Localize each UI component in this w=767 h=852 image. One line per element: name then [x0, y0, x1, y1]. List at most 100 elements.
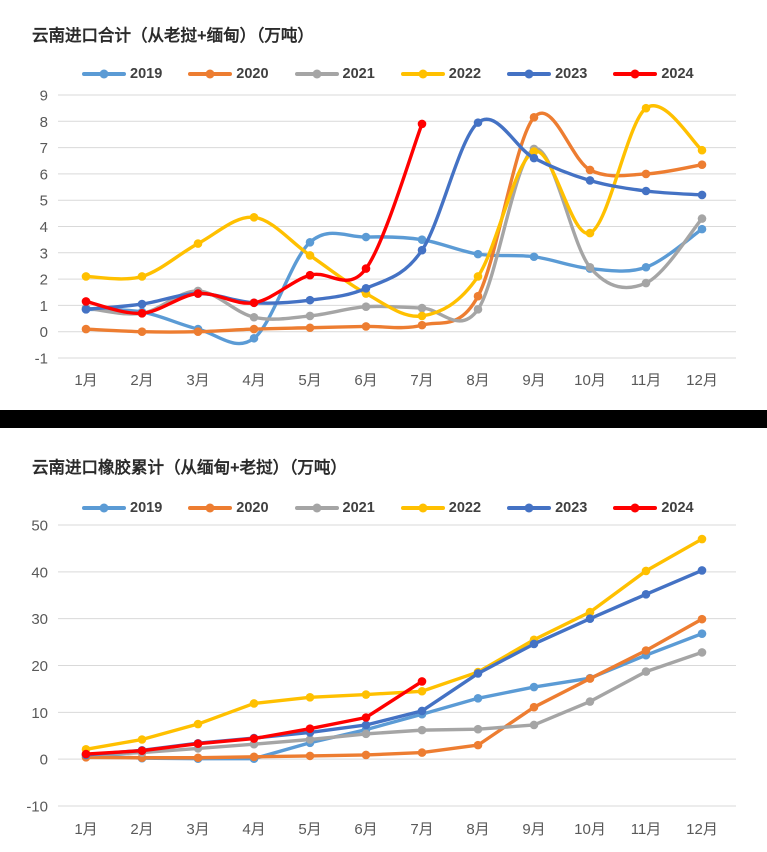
- legend-item-2024[interactable]: 2024: [613, 66, 694, 82]
- data-point-2020: [137, 327, 147, 336]
- svg-text:3: 3: [40, 245, 48, 262]
- data-point-2022: [585, 607, 595, 617]
- data-point-2019: [697, 224, 707, 234]
- data-point-2022: [417, 311, 427, 321]
- legend-swatch-2020: [188, 72, 233, 76]
- data-point-2024: [193, 739, 203, 749]
- data-point-2020: [417, 748, 427, 757]
- data-point-2023: [305, 295, 315, 305]
- data-point-2023: [529, 153, 539, 163]
- data-point-2022: [697, 145, 707, 155]
- legend-item-2023[interactable]: 2023: [507, 500, 587, 516]
- series-line-2022: [84, 537, 704, 752]
- panel-monthly-imports: 云南进口合计（从老挝+缅甸）（万吨） 2019 2020 2021 2022 2…: [0, 0, 767, 410]
- legend-item-2019[interactable]: 2019: [82, 500, 162, 516]
- x-axis-ticks: 1月 2月 3月 4月 5月 6月 7月 8月 9月 10月 11月 12月: [74, 821, 718, 838]
- svg-text:0: 0: [40, 324, 48, 341]
- data-point-2020: [361, 322, 371, 331]
- data-point-2021: [417, 725, 427, 735]
- data-point-2022: [641, 566, 651, 576]
- data-point-2024: [137, 308, 147, 318]
- series-group: [81, 103, 707, 346]
- svg-text:4月: 4月: [242, 372, 265, 389]
- svg-text:8月: 8月: [466, 821, 489, 838]
- data-point-2019: [529, 252, 539, 262]
- panel-cumulative-imports: 云南进口橡胶累计（从缅甸+老挝）（万吨） 2019 2020 2021 2022…: [0, 428, 767, 852]
- data-point-2020: [305, 751, 315, 761]
- data-point-2019: [473, 249, 483, 259]
- legend-item-2021[interactable]: 2021: [294, 66, 375, 82]
- data-point-2021: [417, 303, 427, 313]
- data-point-2024: [249, 298, 259, 308]
- data-point-2020: [417, 320, 427, 330]
- data-point-2021: [641, 667, 651, 676]
- data-point-2024: [305, 270, 315, 280]
- legend-label-2023: 2023: [555, 500, 588, 516]
- svg-text:9月: 9月: [522, 372, 545, 389]
- data-point-2023: [417, 706, 427, 716]
- data-point-2023: [361, 284, 371, 293]
- data-point-2022: [473, 272, 483, 281]
- svg-text:10: 10: [31, 705, 48, 722]
- svg-text:1月: 1月: [74, 372, 97, 389]
- legend-swatch-2024: [613, 72, 658, 76]
- svg-text:2月: 2月: [130, 372, 153, 389]
- data-point-2022: [81, 272, 91, 281]
- data-point-2023: [697, 190, 707, 200]
- chart-1-plot: 9 8 7 6 5 4 3 2 1 0 -1 1月 2月 3月 4月 5月 6月 7月 8月 9月 10月 11月 12月: [0, 80, 767, 400]
- legend-item-2020[interactable]: 2020: [188, 500, 269, 516]
- y-axis-ticks: 9 8 7 6 5 4 3 2 1 0 -1: [35, 88, 48, 368]
- chart-2-svg: 50 40 30 20 10 0 -10 1月 2月 3月 4月 5月 6月 7月 8月 9月 10月 11月 12…: [26, 518, 736, 838]
- data-point-2024: [417, 119, 427, 129]
- data-point-2023: [641, 590, 651, 599]
- y-axis-ticks: 50 40 30 20 10 0 -10: [26, 518, 48, 816]
- svg-text:9月: 9月: [522, 821, 545, 838]
- data-point-2023: [417, 245, 427, 255]
- legend-item-2024[interactable]: 2024: [613, 500, 694, 516]
- data-point-2022: [137, 735, 147, 744]
- series-line-2021: [84, 650, 704, 757]
- legend-item-2022[interactable]: 2022: [400, 66, 481, 82]
- data-point-2019: [249, 333, 259, 343]
- legend-item-2021[interactable]: 2021: [294, 500, 375, 516]
- legend-label-2023: 2023: [555, 66, 588, 82]
- data-point-2021: [473, 724, 483, 734]
- svg-text:3月: 3月: [186, 372, 209, 389]
- data-point-2019: [697, 629, 707, 638]
- data-point-2021: [361, 729, 371, 739]
- series-group: [81, 534, 707, 763]
- legend-item-2022[interactable]: 2022: [400, 500, 481, 516]
- data-point-2021: [305, 311, 315, 321]
- data-point-2020: [81, 324, 91, 334]
- data-point-2022: [249, 699, 259, 708]
- legend-item-2019[interactable]: 2019: [82, 66, 162, 82]
- data-point-2024: [305, 724, 315, 734]
- data-point-2022: [417, 686, 427, 696]
- data-point-2020: [641, 169, 651, 179]
- data-point-2022: [529, 147, 539, 156]
- legend-swatch-2023: [507, 72, 552, 76]
- x-axis-ticks: 1月 2月 3月 4月 5月 6月 7月 8月 9月 10月 11月 12月: [74, 372, 718, 389]
- data-point-2024: [417, 677, 427, 686]
- legend-label-2024: 2024: [661, 66, 694, 82]
- legend-swatch-2021: [294, 506, 339, 510]
- data-point-2020: [473, 291, 483, 301]
- legend-item-2023[interactable]: 2023: [507, 66, 587, 82]
- legend-item-2020[interactable]: 2020: [188, 66, 269, 82]
- svg-text:7月: 7月: [410, 372, 433, 389]
- data-point-2024: [361, 264, 371, 273]
- gridlines: [58, 94, 736, 359]
- legend-label-2020: 2020: [236, 500, 269, 516]
- data-point-2023: [81, 305, 91, 314]
- svg-text:11月: 11月: [631, 821, 662, 838]
- data-point-2021: [305, 735, 315, 744]
- svg-text:6月: 6月: [354, 372, 377, 389]
- svg-text:5月: 5月: [298, 821, 321, 838]
- data-point-2020: [585, 674, 595, 683]
- chart-1-title: 云南进口合计（从老挝+缅甸）（万吨）: [32, 27, 314, 45]
- svg-text:6月: 6月: [354, 821, 377, 838]
- data-point-2022: [193, 719, 203, 729]
- legend-swatch-2024: [613, 506, 658, 510]
- legend-swatch-2019: [82, 72, 126, 76]
- data-point-2020: [361, 750, 371, 760]
